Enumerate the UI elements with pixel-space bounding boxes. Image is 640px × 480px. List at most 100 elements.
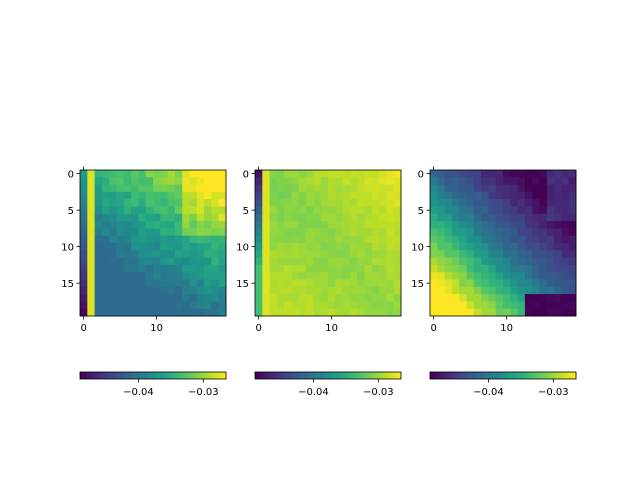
heatmap-cell — [138, 250, 147, 258]
colorbar-segment — [309, 372, 312, 379]
heatmap-cell — [196, 177, 205, 185]
heatmap-cell — [153, 191, 161, 200]
heatmap-cell — [451, 213, 460, 222]
heatmap-cell — [364, 235, 373, 244]
colorbar-segment — [162, 372, 165, 379]
heatmap-cell — [364, 213, 373, 222]
heatmap-cell — [160, 177, 168, 185]
heatmap-cell — [306, 294, 314, 302]
heatmap-cell — [532, 279, 540, 288]
heatmap-cell — [386, 228, 395, 237]
heatmap-cell — [503, 191, 511, 200]
heatmap-cell — [342, 301, 351, 310]
y-tick-label: 15 — [411, 279, 424, 290]
heatmap-cell — [291, 235, 300, 244]
heatmap-cell — [488, 301, 497, 310]
heatmap-cell — [495, 250, 504, 258]
heatmap-cell — [101, 272, 110, 280]
heatmap-cell — [517, 235, 526, 244]
heatmap-cell — [532, 213, 540, 222]
heatmap-cell — [335, 272, 343, 280]
heatmap-cell — [211, 257, 220, 266]
heatmap-cell — [109, 257, 117, 266]
heatmap-cell — [393, 199, 402, 207]
heatmap-cell — [320, 177, 329, 185]
x-tick-label: 0 — [430, 323, 436, 334]
heatmap-cell — [298, 301, 307, 310]
heatmap-cell — [211, 184, 220, 193]
heatmap-cell — [554, 184, 562, 193]
heatmap-cell — [357, 308, 365, 317]
heatmap-cell — [386, 308, 395, 317]
colorbar-segment — [126, 372, 129, 379]
colorbar-segment — [554, 372, 557, 379]
heatmap-cell — [532, 264, 540, 273]
colorbar-segment — [128, 372, 131, 379]
colorbar-tick-label: −0.04 — [298, 387, 329, 398]
heatmap-cell — [335, 170, 343, 178]
heatmap-cell — [211, 199, 220, 207]
heatmap-cell — [255, 264, 263, 273]
heatmap-cell — [131, 279, 139, 288]
heatmap-cell — [320, 308, 329, 317]
colorbar-segment — [550, 372, 553, 379]
heatmap-cell — [276, 301, 285, 310]
heatmap-cell — [204, 184, 212, 193]
heatmap-cell — [123, 257, 132, 266]
heatmap-cell — [160, 279, 168, 288]
heatmap-cell — [138, 294, 147, 302]
heatmap-cell — [123, 191, 132, 200]
heatmap-cell — [255, 250, 263, 258]
heatmap-cell — [539, 170, 548, 178]
heatmap-cell — [349, 279, 358, 288]
heatmap-cell — [554, 301, 562, 310]
heatmap-cell — [371, 294, 380, 302]
heatmap-cell — [539, 279, 548, 288]
heatmap-cell — [546, 199, 555, 207]
heatmap-cell — [189, 228, 198, 237]
heatmap-cell — [291, 170, 300, 178]
heatmap-cell — [349, 206, 358, 215]
heatmap-cell — [255, 294, 263, 302]
heatmap-cell — [444, 301, 453, 310]
heatmap-cell — [291, 257, 300, 266]
heatmap-cell — [306, 191, 314, 200]
heatmap-cell — [182, 191, 190, 200]
colorbar-segment — [496, 372, 499, 379]
colorbar-segment — [118, 372, 121, 379]
heatmap-cell — [167, 228, 176, 237]
heatmap-cell — [101, 250, 110, 258]
heatmap-cell — [291, 301, 300, 310]
heatmap-cell — [437, 257, 445, 266]
heatmap-cell — [116, 199, 125, 207]
heatmap-cell — [196, 243, 205, 251]
heatmap-cell — [554, 286, 562, 295]
heatmap-cell — [262, 264, 270, 273]
heatmap-cell — [539, 213, 548, 222]
heatmap-cell — [532, 235, 540, 244]
heatmap-cell — [561, 308, 570, 317]
colorbar-segment — [186, 372, 189, 379]
colorbar-tick-label: −0.04 — [123, 387, 154, 398]
heatmap-cell — [320, 206, 329, 215]
heatmap-cell — [255, 228, 263, 237]
heatmap-cell — [386, 243, 395, 251]
heatmap-cell — [291, 213, 300, 222]
heatmap-cell — [488, 279, 497, 288]
heatmap-cell — [357, 243, 365, 251]
heatmap-cell — [532, 250, 540, 258]
heatmap-cell — [510, 199, 518, 207]
heatmap-cell — [503, 199, 511, 207]
heatmap-cell — [357, 177, 365, 185]
heatmap-cell — [430, 272, 438, 280]
heatmap-cell — [510, 228, 518, 237]
heatmap-cell — [510, 170, 518, 178]
heatmap-cell — [539, 221, 548, 229]
heatmap-cell — [342, 184, 351, 193]
heatmap-cell — [109, 308, 117, 317]
colorbar-frame — [429, 371, 577, 380]
heatmap-cell — [510, 250, 518, 258]
heatmap-cell — [182, 206, 190, 215]
heatmap-cell — [451, 228, 460, 237]
heatmap-cell — [298, 213, 307, 222]
